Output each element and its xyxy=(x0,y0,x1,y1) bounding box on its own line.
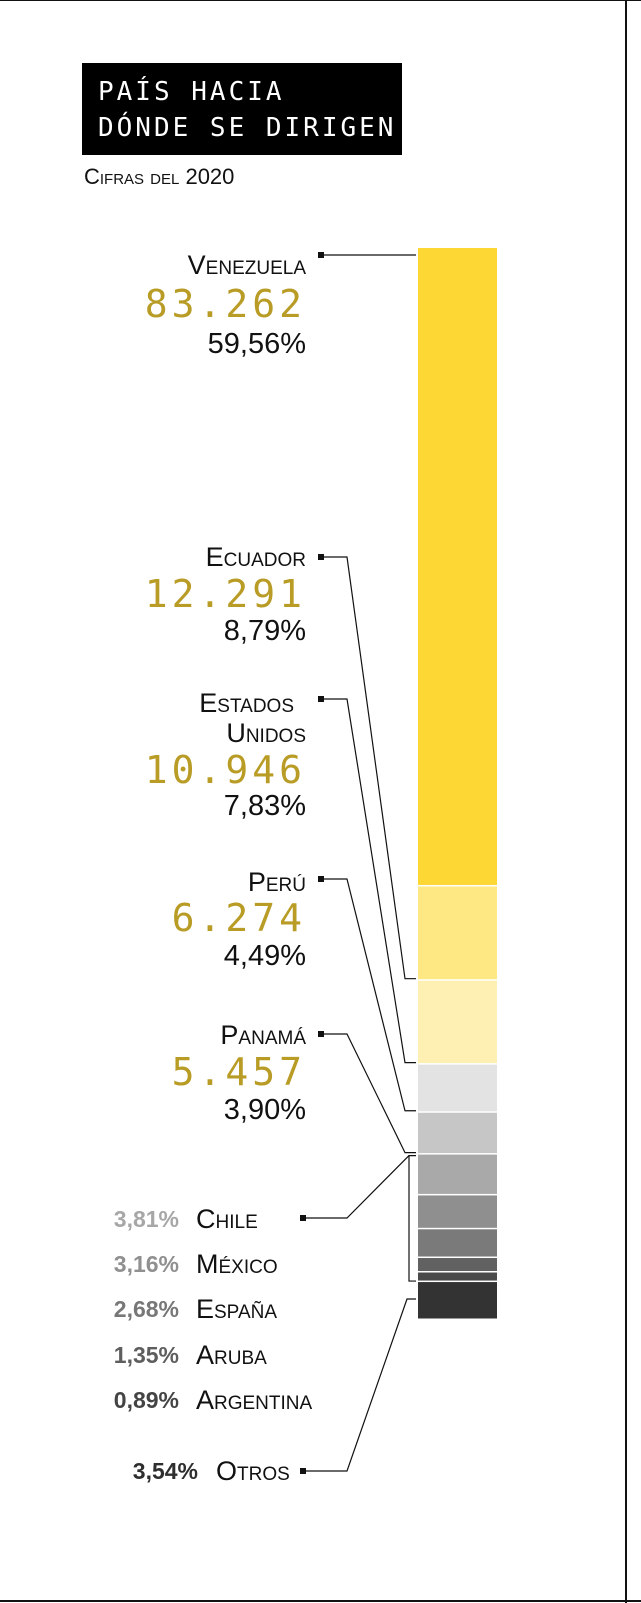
label-estados-unidos-pct: 7,83% xyxy=(223,790,306,822)
bar-segment-chile xyxy=(418,1154,497,1194)
label-venezuela-number: 83.262 xyxy=(144,282,306,326)
label-panama-pct: 3,90% xyxy=(223,1094,306,1126)
label-ecuador-name: Ecuador xyxy=(205,542,306,572)
row-aruba: 1,35% Aruba xyxy=(0,1340,641,1374)
bar-segment-perú xyxy=(418,1064,497,1112)
name-chile: Chile xyxy=(196,1204,258,1234)
bar-segment-españa xyxy=(418,1229,497,1257)
label-venezuela-pct: 59,56% xyxy=(207,328,306,360)
name-aruba: Aruba xyxy=(196,1340,267,1370)
leader-bracket-group xyxy=(408,1154,416,1282)
leader-line-peru xyxy=(321,878,416,1112)
title-line-2: DÓNDE SE DIRIGEN xyxy=(98,113,397,143)
leader-line-otros xyxy=(303,1298,416,1472)
label-estados-unidos-line2: Unidos xyxy=(226,718,306,748)
label-peru-pct: 4,49% xyxy=(223,940,306,972)
pct-mexico: 3,16% xyxy=(113,1251,179,1277)
bar-segment-estados-unidos xyxy=(418,980,497,1064)
leader-line-group xyxy=(303,1155,410,1219)
title-box: PAÍS HACIA DÓNDE SE DIRIGEN xyxy=(82,63,402,155)
row-espana: 2,68% España xyxy=(0,1294,641,1328)
label-venezuela-name: Venezuela xyxy=(187,250,306,280)
pct-argentina: 0,89% xyxy=(113,1387,179,1413)
bar-segment-otros xyxy=(418,1282,497,1319)
bar-segment-ecuador xyxy=(418,886,497,980)
leader-line-panama xyxy=(321,1033,416,1154)
name-argentina: Argentina xyxy=(196,1385,313,1415)
pct-espana: 2,68% xyxy=(113,1296,179,1322)
bar-segment-argentina xyxy=(418,1272,497,1281)
leader-line-ecuador xyxy=(321,556,416,980)
title-line-1: PAÍS HACIA xyxy=(98,77,285,107)
name-mexico: México xyxy=(196,1249,278,1279)
pct-chile: 3,81% xyxy=(113,1206,179,1232)
pct-otros: 3,54% xyxy=(132,1458,198,1484)
chart-subtitle: Cifras del 2020 xyxy=(84,164,235,189)
label-ecuador-pct: 8,79% xyxy=(223,615,306,647)
pct-aruba: 1,35% xyxy=(113,1342,179,1368)
name-otros: Otros xyxy=(216,1456,290,1486)
right-border xyxy=(625,0,627,1603)
bar-segment-aruba xyxy=(418,1258,497,1272)
row-chile: 3,81% Chile xyxy=(0,1204,641,1238)
label-estados-unidos-number: 10.946 xyxy=(144,748,306,792)
name-espana: España xyxy=(196,1294,278,1324)
row-mexico: 3,16% México xyxy=(0,1249,641,1283)
label-estados-unidos-line1: Estados xyxy=(199,688,294,718)
label-peru-name: Perú xyxy=(247,867,306,897)
label-panama-number: 5.457 xyxy=(171,1050,306,1094)
label-ecuador-number: 12.291 xyxy=(144,572,306,616)
row-otros: 3,54% Otros xyxy=(0,1456,641,1490)
top-border xyxy=(0,0,641,1)
row-argentina: 0,89% Argentina xyxy=(0,1385,641,1419)
bar-segment-panamá xyxy=(418,1112,497,1154)
label-panama-name: Panamá xyxy=(220,1020,306,1050)
bottom-border xyxy=(0,1600,641,1602)
bar-segment-venezuela xyxy=(418,248,497,885)
label-peru-number: 6.274 xyxy=(171,896,306,940)
bar-segment-méxico xyxy=(418,1195,497,1228)
leader-line-estados-unidos xyxy=(321,698,416,1064)
